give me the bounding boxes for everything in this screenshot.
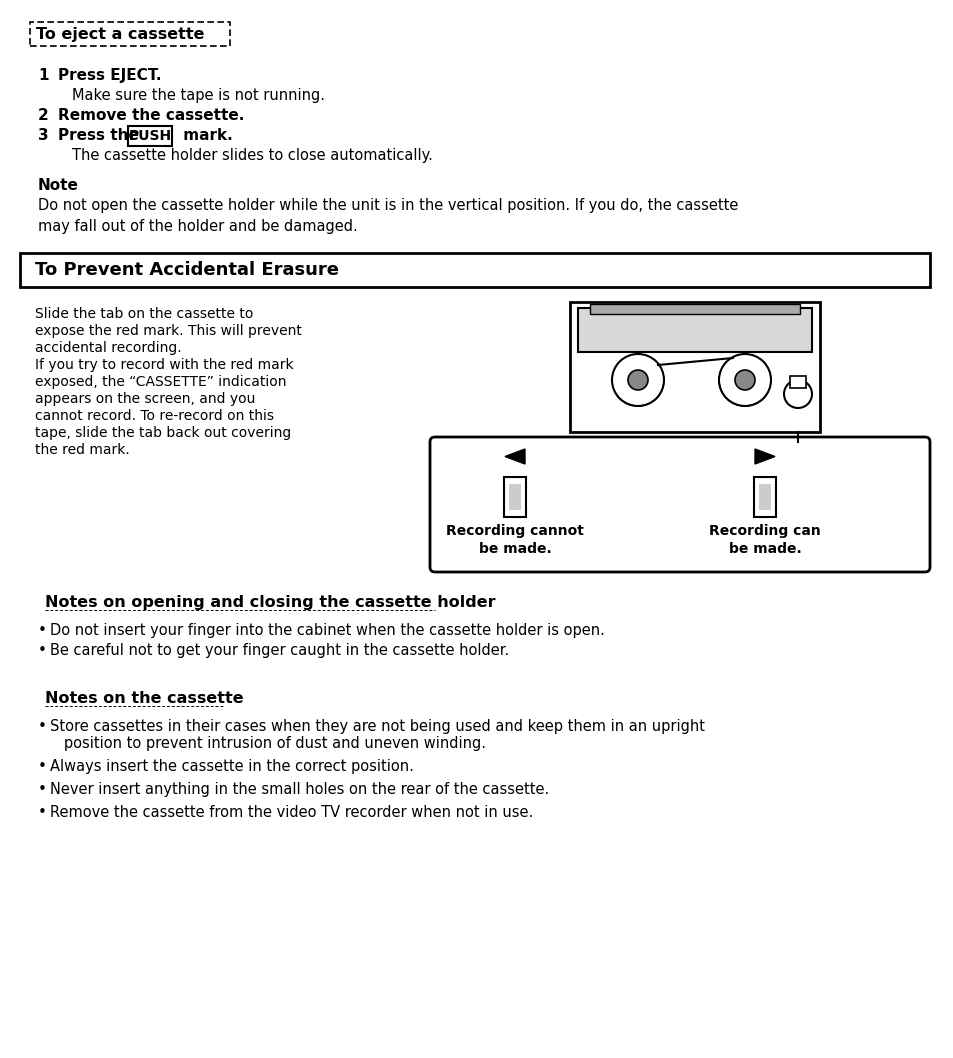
Text: Notes on the cassette: Notes on the cassette (45, 691, 243, 706)
Text: appears on the screen, and you: appears on the screen, and you (35, 393, 255, 406)
Bar (30, 22, 230, 45)
Text: PUSH: PUSH (129, 129, 172, 143)
Text: •: • (38, 643, 47, 658)
Circle shape (734, 370, 754, 390)
Text: Slide the tab on the cassette to: Slide the tab on the cassette to (35, 307, 253, 321)
Bar (503, 477, 525, 517)
Bar (759, 484, 770, 510)
Text: To Prevent Accidental Erasure: To Prevent Accidental Erasure (35, 261, 338, 279)
Text: •: • (38, 805, 47, 820)
Text: exposed, the “CASSETTE” indication: exposed, the “CASSETTE” indication (35, 375, 286, 389)
Bar (20, 253, 929, 287)
Text: Make sure the tape is not running.: Make sure the tape is not running. (71, 88, 325, 103)
Text: Press EJECT.: Press EJECT. (58, 68, 161, 83)
Circle shape (612, 354, 663, 406)
Text: Note: Note (38, 178, 79, 193)
Text: Remove the cassette from the video TV recorder when not in use.: Remove the cassette from the video TV re… (50, 805, 533, 820)
Text: •: • (38, 623, 47, 638)
Text: cannot record. To re-record on this: cannot record. To re-record on this (35, 409, 274, 423)
Text: If you try to record with the red mark: If you try to record with the red mark (35, 358, 294, 372)
Text: Notes on opening and closing the cassette holder: Notes on opening and closing the cassett… (45, 595, 496, 610)
Text: 2: 2 (38, 108, 49, 123)
Text: mark.: mark. (178, 128, 233, 143)
Text: 3: 3 (38, 128, 49, 143)
Text: The cassette holder slides to close automatically.: The cassette holder slides to close auto… (71, 148, 433, 163)
Bar (753, 477, 775, 517)
Text: •: • (38, 719, 47, 734)
Text: Store cassettes in their cases when they are not being used and keep them in an : Store cassettes in their cases when they… (50, 719, 704, 734)
Text: Be careful not to get your finger caught in the cassette holder.: Be careful not to get your finger caught… (50, 643, 509, 658)
Text: 1: 1 (38, 68, 49, 83)
Text: •: • (38, 759, 47, 774)
Text: Do not open the cassette holder while the unit is in the vertical position. If y: Do not open the cassette holder while th… (38, 198, 738, 234)
Text: Always insert the cassette in the correct position.: Always insert the cassette in the correc… (50, 759, 414, 774)
Text: Do not insert your finger into the cabinet when the cassette holder is open.: Do not insert your finger into the cabin… (50, 623, 604, 638)
Polygon shape (754, 449, 774, 464)
Text: Never insert anything in the small holes on the rear of the cassette.: Never insert anything in the small holes… (50, 782, 549, 797)
Text: expose the red mark. This will prevent: expose the red mark. This will prevent (35, 324, 301, 338)
Bar (578, 308, 811, 352)
Bar (128, 126, 172, 146)
Text: Press the: Press the (58, 128, 144, 143)
Circle shape (783, 380, 811, 408)
Text: accidental recording.: accidental recording. (35, 341, 181, 355)
Text: tape, slide the tab back out covering: tape, slide the tab back out covering (35, 426, 291, 440)
Circle shape (719, 354, 770, 406)
Text: position to prevent intrusion of dust and uneven winding.: position to prevent intrusion of dust an… (50, 736, 485, 751)
FancyBboxPatch shape (430, 437, 929, 572)
Text: the red mark.: the red mark. (35, 443, 130, 457)
Bar (569, 302, 820, 432)
Bar (789, 376, 805, 388)
Bar (509, 484, 520, 510)
Text: To eject a cassette: To eject a cassette (36, 26, 204, 41)
Text: Recording cannot
be made.: Recording cannot be made. (446, 524, 583, 557)
Text: Remove the cassette.: Remove the cassette. (58, 108, 244, 123)
Polygon shape (504, 449, 524, 464)
Circle shape (627, 370, 647, 390)
Text: •: • (38, 782, 47, 797)
Bar (589, 304, 800, 314)
Text: Recording can
be made.: Recording can be made. (708, 524, 820, 557)
